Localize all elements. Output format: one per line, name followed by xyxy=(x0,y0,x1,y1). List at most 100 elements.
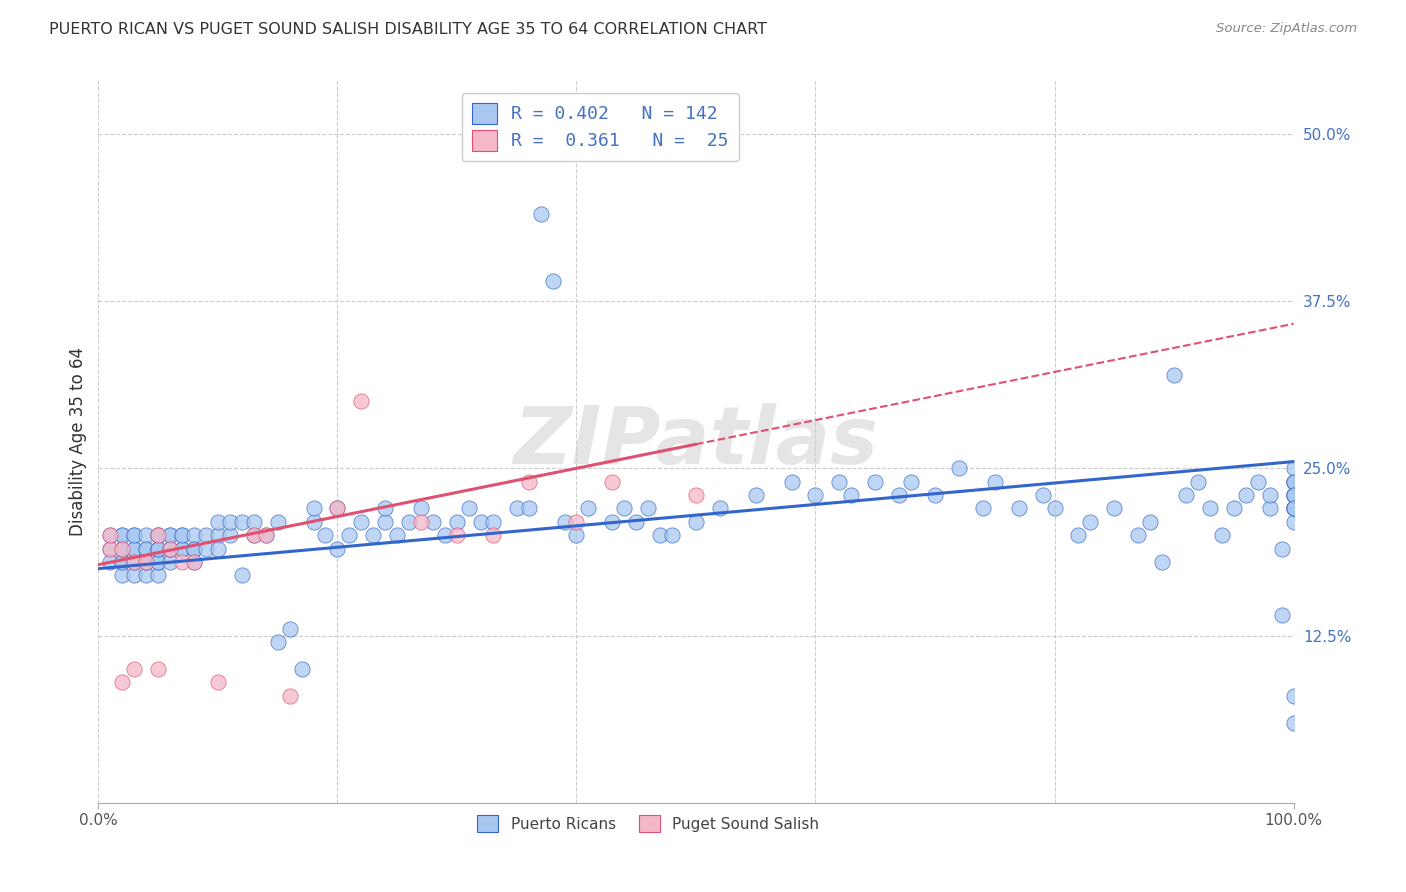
Point xyxy=(517,475,540,489)
Point xyxy=(626,515,648,529)
Point xyxy=(278,689,301,703)
Point xyxy=(326,501,349,516)
Point xyxy=(804,488,827,502)
Point xyxy=(434,528,457,542)
Point xyxy=(1258,501,1281,516)
Point xyxy=(243,515,266,529)
Point xyxy=(481,515,505,529)
Point xyxy=(135,541,157,556)
Point xyxy=(411,501,433,516)
Point xyxy=(98,528,122,542)
Point xyxy=(948,461,970,475)
Point xyxy=(1175,488,1198,502)
Point xyxy=(148,555,170,569)
Point xyxy=(1282,461,1305,475)
Point xyxy=(339,528,361,542)
Point xyxy=(565,515,588,529)
Point xyxy=(124,541,146,556)
Point xyxy=(135,541,157,556)
Point xyxy=(98,541,122,556)
Point xyxy=(183,541,205,556)
Point xyxy=(1128,528,1150,542)
Point xyxy=(267,635,290,649)
Point xyxy=(637,501,659,516)
Point xyxy=(124,541,146,556)
Point xyxy=(219,515,242,529)
Point xyxy=(1282,475,1305,489)
Point xyxy=(111,541,134,556)
Point xyxy=(183,528,205,542)
Point xyxy=(411,515,433,529)
Point xyxy=(374,515,396,529)
Point xyxy=(1271,608,1294,623)
Point xyxy=(1211,528,1233,542)
Point xyxy=(565,528,588,542)
Point xyxy=(195,541,218,556)
Point xyxy=(98,528,122,542)
Point xyxy=(350,394,373,409)
Point xyxy=(374,501,396,516)
Point xyxy=(326,541,349,556)
Point xyxy=(506,501,529,516)
Point xyxy=(183,555,205,569)
Point xyxy=(302,515,325,529)
Point xyxy=(661,528,683,542)
Point xyxy=(350,515,373,529)
Legend: Puerto Ricans, Puget Sound Salish: Puerto Ricans, Puget Sound Salish xyxy=(471,809,825,838)
Point xyxy=(972,501,994,516)
Point xyxy=(1187,475,1209,489)
Point xyxy=(1282,488,1305,502)
Point xyxy=(254,528,277,542)
Point xyxy=(148,568,170,582)
Point xyxy=(124,568,146,582)
Point xyxy=(231,568,253,582)
Point xyxy=(1271,541,1294,556)
Point xyxy=(111,675,134,690)
Point xyxy=(315,528,337,542)
Point xyxy=(278,622,301,636)
Point xyxy=(685,488,707,502)
Point xyxy=(172,541,194,556)
Point xyxy=(1282,501,1305,516)
Point xyxy=(1139,515,1161,529)
Point xyxy=(111,528,134,542)
Point xyxy=(159,555,181,569)
Point xyxy=(135,568,157,582)
Point xyxy=(1247,475,1270,489)
Point xyxy=(1258,488,1281,502)
Point xyxy=(1234,488,1257,502)
Point xyxy=(709,501,731,516)
Point xyxy=(124,528,146,542)
Point xyxy=(602,475,624,489)
Point xyxy=(267,515,290,529)
Point xyxy=(685,515,707,529)
Point xyxy=(780,475,803,489)
Point xyxy=(865,475,887,489)
Point xyxy=(1282,488,1305,502)
Point xyxy=(148,528,170,542)
Point xyxy=(172,528,194,542)
Point xyxy=(111,555,134,569)
Point xyxy=(98,541,122,556)
Point xyxy=(183,555,205,569)
Point xyxy=(111,541,134,556)
Point xyxy=(135,555,157,569)
Point xyxy=(326,501,349,516)
Point xyxy=(219,528,242,542)
Point xyxy=(291,662,314,676)
Point xyxy=(195,528,218,542)
Point xyxy=(302,501,325,516)
Point xyxy=(111,555,134,569)
Point xyxy=(1282,515,1305,529)
Point xyxy=(148,541,170,556)
Point xyxy=(124,528,146,542)
Text: ZIPatlas: ZIPatlas xyxy=(513,402,879,481)
Point xyxy=(231,515,253,529)
Point xyxy=(172,528,194,542)
Point xyxy=(148,528,170,542)
Point xyxy=(1163,368,1185,382)
Text: Source: ZipAtlas.com: Source: ZipAtlas.com xyxy=(1216,22,1357,36)
Point xyxy=(207,528,229,542)
Point xyxy=(148,528,170,542)
Point xyxy=(124,555,146,569)
